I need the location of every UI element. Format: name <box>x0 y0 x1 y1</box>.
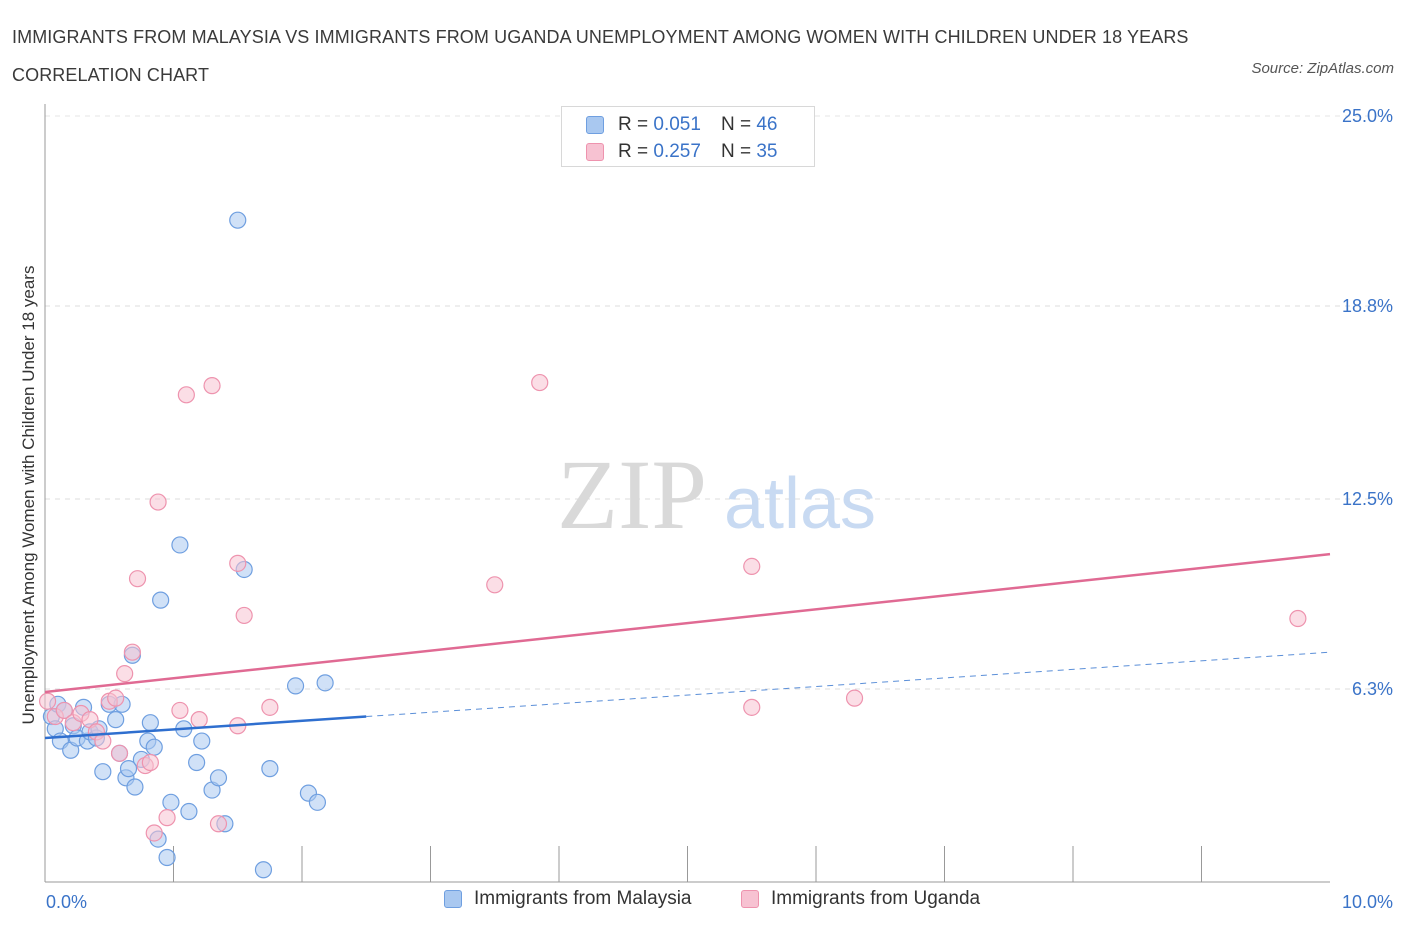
malaysia-point <box>188 753 206 772</box>
legend-item-uganda[interactable]: Immigrants from Uganda <box>741 888 980 910</box>
uganda-trend-line <box>44 552 1331 694</box>
malaysia-swatch <box>444 890 462 908</box>
uganda-point <box>261 698 279 716</box>
malaysia-point <box>229 211 247 229</box>
uganda-point <box>1289 609 1307 628</box>
malaysia-point <box>126 778 144 796</box>
uganda-point <box>743 698 761 716</box>
malaysia-point <box>308 793 327 811</box>
uganda-point <box>743 557 761 576</box>
malaysia-point <box>254 861 273 879</box>
legend-item-malaysia[interactable]: Immigrants from Malaysia <box>444 888 692 910</box>
stats-row-uganda: R = 0.257 N = 35 <box>586 139 777 165</box>
uganda-point <box>110 744 129 762</box>
malaysia-point <box>141 714 159 732</box>
malaysia-point <box>162 793 180 811</box>
uganda-point <box>845 689 864 707</box>
uganda-point <box>116 665 134 683</box>
uganda-point <box>38 692 57 710</box>
uganda-point <box>141 753 159 772</box>
legend-label: Immigrants from Malaysia <box>474 888 692 909</box>
r-value: 0.051 <box>653 114 701 135</box>
y-tick-label: 6.3% <box>1352 679 1393 699</box>
uganda-point <box>190 711 208 729</box>
malaysia-point <box>180 802 198 821</box>
uganda-point <box>229 554 247 572</box>
malaysia-point <box>316 674 334 692</box>
malaysia-swatch <box>586 116 604 134</box>
y-axis-label: Unemployment Among Women with Children U… <box>19 266 38 725</box>
uganda-swatch <box>741 890 759 908</box>
malaysia-point <box>261 760 279 778</box>
uganda-point <box>149 493 167 511</box>
uganda-point <box>177 386 195 404</box>
n-label: N = <box>720 114 752 135</box>
uganda-point <box>55 701 73 720</box>
malaysia-point <box>145 738 163 756</box>
uganda-point <box>486 576 504 594</box>
y-tick-label: 12.5% <box>1342 489 1393 509</box>
malaysia-point <box>209 769 228 787</box>
chart-title: IMMIGRANTS FROM MALAYSIA VS IMMIGRANTS F… <box>12 27 1189 85</box>
x-tick-label: 10.0% <box>1342 892 1393 912</box>
uganda-point <box>235 606 253 625</box>
legend-label: Immigrants from Uganda <box>771 888 981 909</box>
watermark-zip: ZIP <box>557 439 707 550</box>
malaysia-point <box>94 763 112 781</box>
malaysia-point <box>107 711 125 729</box>
uganda-point <box>107 689 125 707</box>
uganda-point <box>209 815 228 833</box>
stats-legend: R = 0.051 N = 46 R = 0.257 N = 35 <box>561 106 815 167</box>
malaysia-point <box>158 848 176 867</box>
malaysia-trend-extension <box>366 651 1331 718</box>
r-label: R = <box>618 114 649 135</box>
stats-row-malaysia: R = 0.051 N = 46 <box>586 112 777 138</box>
uganda-point <box>171 701 189 720</box>
x-tick-label: 0.0% <box>46 892 87 912</box>
malaysia-point <box>152 591 170 609</box>
uganda-point <box>203 377 221 395</box>
n-label: N = <box>720 141 752 162</box>
watermark-atlas: atlas <box>724 464 876 544</box>
n-value: 35 <box>756 141 778 162</box>
uganda-point <box>128 570 147 588</box>
uganda-point <box>145 824 163 842</box>
malaysia-point <box>119 760 138 778</box>
uganda-point <box>123 643 141 661</box>
uganda-point <box>531 373 549 392</box>
uganda-point <box>158 809 176 827</box>
n-value: 46 <box>756 114 778 135</box>
malaysia-trend-line <box>44 715 367 740</box>
series-legend: Immigrants from Malaysia Immigrants from… <box>0 888 1406 916</box>
y-tick-label: 18.8% <box>1342 296 1393 316</box>
uganda-swatch <box>586 143 604 161</box>
malaysia-point <box>286 677 305 695</box>
y-tick-label: 25.0% <box>1342 106 1393 126</box>
source-label: Source: ZipAtlas.com <box>1251 60 1394 77</box>
r-value: 0.257 <box>653 141 701 162</box>
malaysia-point <box>171 536 189 554</box>
r-label: R = <box>618 141 649 162</box>
malaysia-point <box>193 732 211 750</box>
